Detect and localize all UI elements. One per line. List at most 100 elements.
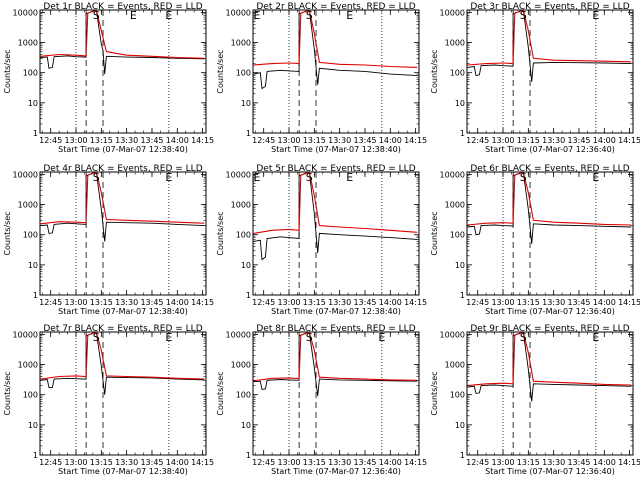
y-tick-label: 10 <box>28 99 38 108</box>
series-line-lld <box>467 172 632 226</box>
x-tick-label: 13:45 <box>140 136 163 145</box>
plot-frame <box>252 9 420 134</box>
x-tick-label: 13:15 <box>303 298 326 307</box>
x-tick-label: 13:00 <box>64 298 87 307</box>
x-tick-label: 12:45 <box>39 458 62 467</box>
x-tick-label: 12:45 <box>39 298 62 307</box>
y-tick-label: 100 <box>23 391 38 400</box>
y-tick-label: 10000 <box>13 330 38 339</box>
series-line-events <box>40 10 205 75</box>
x-tick-label: 14:00 <box>379 136 402 145</box>
x-tick-label: 12:45 <box>39 136 62 145</box>
y-tick-label: 1 <box>33 451 38 460</box>
marker-label: E <box>253 9 260 22</box>
x-tick-label: 13:45 <box>567 458 590 467</box>
x-tick-label: 13:00 <box>277 458 300 467</box>
x-tick-label: 13:30 <box>115 458 138 467</box>
x-tick-label: 13:30 <box>542 298 565 307</box>
series-line-events <box>253 332 418 397</box>
series-group <box>253 10 418 90</box>
x-tick-label: 14:00 <box>166 136 189 145</box>
x-tick-label: 14:00 <box>593 136 616 145</box>
y-tick-label: 1 <box>246 291 251 300</box>
y-tick-label: 1 <box>246 129 251 138</box>
x-axis-label: Start Time (07-Mar-07 12:38:40) <box>58 145 188 154</box>
series-line-lld <box>467 332 632 387</box>
plot-frame <box>39 9 207 134</box>
y-tick-label: 10000 <box>226 330 251 339</box>
x-tick-label: 14:15 <box>404 136 427 145</box>
panel-title: Det 2r BLACK = Events, RED = LLD <box>256 2 415 12</box>
y-tick-label: 1 <box>33 291 38 300</box>
y-tick-label: 1 <box>246 451 251 460</box>
x-tick-label: 14:00 <box>593 298 616 307</box>
x-tick-label: 12:45 <box>252 458 275 467</box>
y-axis-label: Counts/sec <box>430 211 439 255</box>
x-tick-label: 12:45 <box>466 458 489 467</box>
panel-title: Det 3r BLACK = Events, RED = LLD <box>470 2 629 12</box>
y-tick-label: 100 <box>23 231 38 240</box>
x-tick-label: 14:15 <box>618 136 640 145</box>
x-tick-label: 14:15 <box>618 458 640 467</box>
y-tick-label: 10 <box>241 99 251 108</box>
y-tick-label: 10 <box>28 261 38 270</box>
x-axis-label: Start Time (07-Mar-07 12:36:40) <box>485 467 615 476</box>
series-line-lld <box>253 10 418 68</box>
y-tick-label: 10000 <box>440 330 465 339</box>
y-tick-label: 10000 <box>13 8 38 17</box>
y-tick-label: 1 <box>33 129 38 138</box>
y-tick-label: 10 <box>455 261 465 270</box>
x-axis-label: Start Time (07-Mar-07 12:38:40) <box>271 145 401 154</box>
x-tick-label: 13:00 <box>491 298 514 307</box>
marker-label: S <box>520 9 527 22</box>
x-tick-label: 13:45 <box>353 298 376 307</box>
x-tick-label: 14:00 <box>593 458 616 467</box>
y-tick-label: 1000 <box>18 201 38 210</box>
series-group <box>40 10 205 75</box>
x-tick-label: 13:30 <box>115 298 138 307</box>
y-tick-label: 10000 <box>440 170 465 179</box>
marker-label: E <box>165 331 172 344</box>
plot-frame <box>466 331 634 456</box>
panel-title: Det 7r BLACK = Events, RED = LLD <box>43 324 202 334</box>
x-axis-label: Start Time (07-Mar-07 12:36:40) <box>485 307 615 316</box>
y-tick-label: 1000 <box>231 201 251 210</box>
panel-title: Det 1r BLACK = Events, RED = LLD <box>43 2 202 12</box>
x-tick-label: 13:15 <box>303 136 326 145</box>
y-axis-label: Counts/sec <box>3 371 12 415</box>
x-tick-label: 13:15 <box>90 458 113 467</box>
y-axis-label: Counts/sec <box>216 371 225 415</box>
y-tick-label: 10 <box>241 421 251 430</box>
y-tick-label: 100 <box>236 391 251 400</box>
series-group <box>253 332 418 397</box>
y-tick-label: 100 <box>23 69 38 78</box>
y-tick-label: 10 <box>455 99 465 108</box>
x-tick-label: 13:15 <box>517 136 540 145</box>
x-tick-label: 14:00 <box>166 458 189 467</box>
y-axis-label: Counts/sec <box>3 211 12 255</box>
y-tick-label: 1 <box>460 129 465 138</box>
x-tick-label: 13:15 <box>90 298 113 307</box>
y-tick-label: 1 <box>460 451 465 460</box>
x-tick-label: 12:45 <box>466 136 489 145</box>
x-tick-label: 13:30 <box>328 298 351 307</box>
x-axis-label: Start Time (07-Mar-07 12:38:40) <box>58 467 188 476</box>
y-tick-label: 1000 <box>445 361 465 370</box>
x-tick-label: 13:15 <box>517 458 540 467</box>
y-tick-label: 100 <box>236 69 251 78</box>
y-axis-label: Counts/sec <box>216 49 225 93</box>
y-tick-label: 100 <box>450 391 465 400</box>
series-group <box>467 10 632 82</box>
series-line-events <box>40 172 205 242</box>
marker-label: E <box>165 171 172 184</box>
series-group <box>467 172 632 244</box>
marker-label: S <box>520 331 527 344</box>
x-tick-label: 13:30 <box>542 458 565 467</box>
series-line-events <box>467 172 632 244</box>
y-tick-label: 1000 <box>18 361 38 370</box>
marker-label: S <box>93 171 100 184</box>
marker-label: E <box>165 9 172 22</box>
y-tick-label: 1000 <box>445 201 465 210</box>
